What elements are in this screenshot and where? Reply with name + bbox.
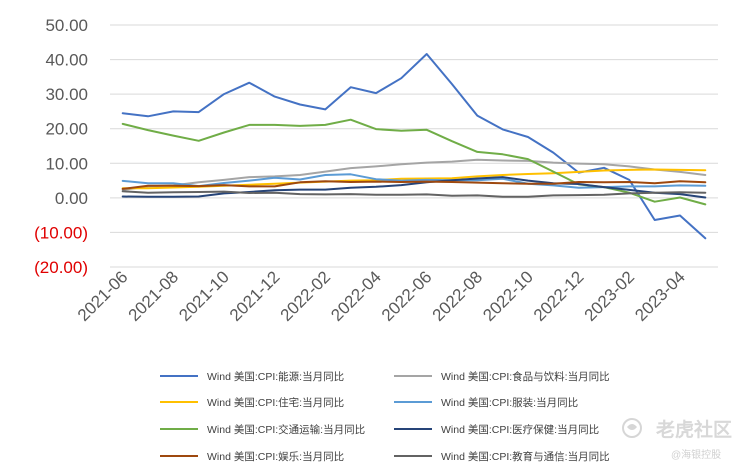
watermark-main-text: 老虎社区: [656, 418, 732, 441]
x-axis: 2021-062021-082021-102021-122022-022022-…: [74, 267, 689, 325]
y-tick-label: (10.00): [34, 223, 88, 242]
x-tick-label: 2022-06: [378, 267, 436, 325]
legend-label: Wind 美国:CPI:服装:当月同比: [441, 396, 578, 409]
legend-label: Wind 美国:CPI:能源:当月同比: [207, 370, 344, 383]
y-tick-label: 0.00: [55, 189, 88, 208]
y-tick-label: 40.00: [45, 51, 88, 70]
series-line: [121, 176, 707, 199]
watermark-sub-text: @海银控股: [671, 448, 721, 461]
y-tick-label: 30.00: [45, 85, 88, 104]
x-tick-label: 2022-08: [429, 267, 487, 325]
legend-label: Wind 美国:CPI:娱乐:当月同比: [207, 450, 344, 463]
tiger-logo-icon: [622, 418, 642, 438]
x-tick-label: 2022-02: [277, 267, 335, 325]
x-tick-label: 2021-08: [125, 267, 183, 325]
watermark: 老虎社区 @海银控股: [622, 418, 732, 461]
y-tick-label: 50.00: [45, 16, 88, 35]
y-axis: 50.00 40.00 30.00 20.00 10.00 0.00 (10.00) (20.…: [34, 16, 88, 277]
series-line: [121, 180, 707, 190]
legend-label: Wind 美国:CPI:教育与通信:当月同比: [441, 450, 610, 463]
x-tick-label: 2022-10: [479, 267, 537, 325]
legend-label: Wind 美国:CPI:住宅:当月同比: [207, 396, 344, 409]
series-line: [121, 158, 707, 191]
x-tick-label: 2023-04: [631, 267, 689, 325]
x-tick-label: 2021-10: [175, 267, 233, 325]
series-lines: [121, 53, 707, 240]
legend-label: Wind 美国:CPI:交通运输:当月同比: [207, 423, 365, 436]
series-line: [121, 190, 707, 198]
y-tick-label: 10.00: [45, 154, 88, 173]
gridlines: [110, 24, 718, 268]
x-tick-label: 2021-12: [226, 267, 284, 325]
legend: Wind 美国:CPI:能源:当月同比 Wind 美国:CPI:食品与饮料:当月同…: [160, 370, 610, 463]
x-tick-label: 2022-12: [530, 267, 588, 325]
legend-label: Wind 美国:CPI:食品与饮料:当月同比: [441, 370, 610, 383]
legend-label: Wind 美国:CPI:医疗保健:当月同比: [441, 423, 599, 436]
series-line: [121, 53, 707, 240]
y-tick-label: (20.00): [34, 258, 88, 277]
x-tick-label: 2022-04: [327, 267, 385, 325]
y-tick-label: 20.00: [45, 120, 88, 139]
x-tick-label: 2023-02: [581, 267, 639, 325]
